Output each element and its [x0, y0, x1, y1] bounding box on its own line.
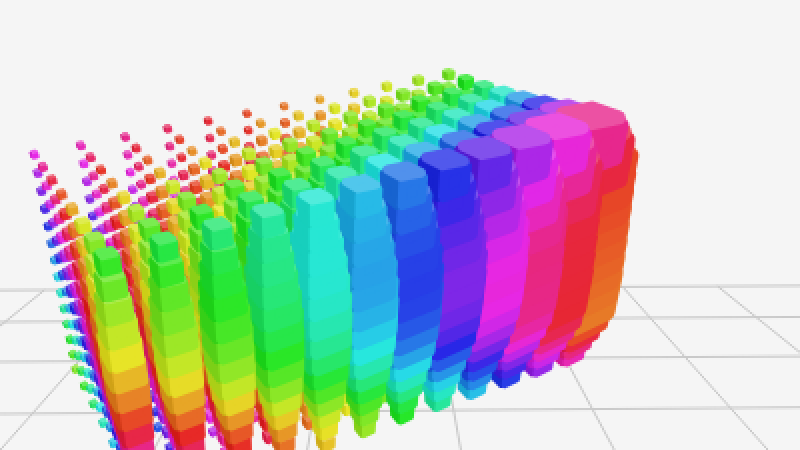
voxel-3d-viewport[interactable] — [0, 0, 800, 450]
scene-background — [0, 0, 800, 450]
